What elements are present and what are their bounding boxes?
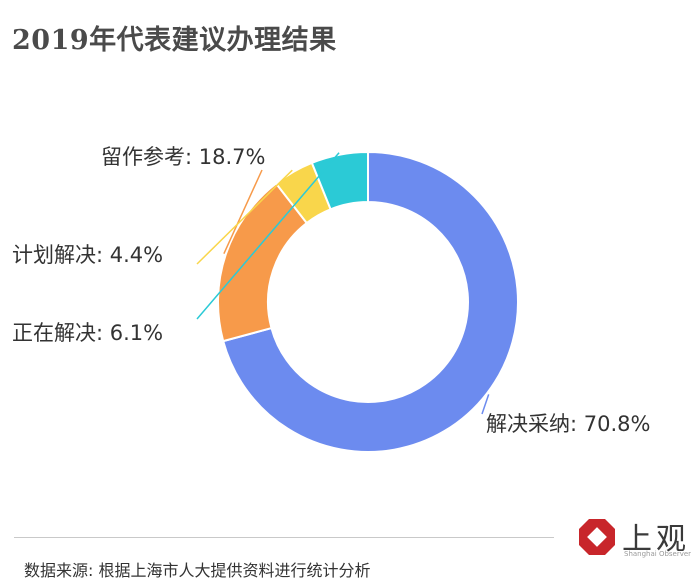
donut-chart: 解决采纳: 70.8% 留作参考: 18.7% 计划解决: 4.4% 正在解决: 6.…	[12, 145, 650, 453]
slice-label-3: 正在解决: 6.1%	[12, 321, 163, 345]
shanghai-observer-logo: 上观 Shanghai Observer	[574, 516, 694, 560]
slice-label-2: 计划解决: 4.4%	[12, 243, 163, 267]
slice-label-1: 留作参考: 18.7%	[101, 145, 265, 169]
leader-line-3	[196, 152, 340, 320]
logo-text: 上观	[622, 522, 690, 557]
logo-mark-icon	[579, 519, 615, 555]
leader-line-2	[196, 169, 293, 265]
leader-line-0	[481, 394, 490, 415]
leader-line-1	[223, 169, 263, 254]
logo-subtext: Shanghai Observer	[624, 550, 692, 558]
donut-slice-3	[310, 150, 369, 211]
slice-label-0: 解决采纳: 70.8%	[486, 412, 650, 436]
leader-lines	[196, 152, 490, 415]
source-note: 数据来源: 根据上海市人大提供资料进行统计分析	[24, 561, 371, 580]
chart-title: 2019年代表建议办理结果	[12, 25, 337, 56]
donut-slices	[217, 150, 519, 453]
slice-labels: 解决采纳: 70.8% 留作参考: 18.7% 计划解决: 4.4% 正在解决: 6.…	[12, 145, 650, 436]
footer-divider	[14, 537, 554, 538]
donut-slice-0	[221, 150, 519, 453]
